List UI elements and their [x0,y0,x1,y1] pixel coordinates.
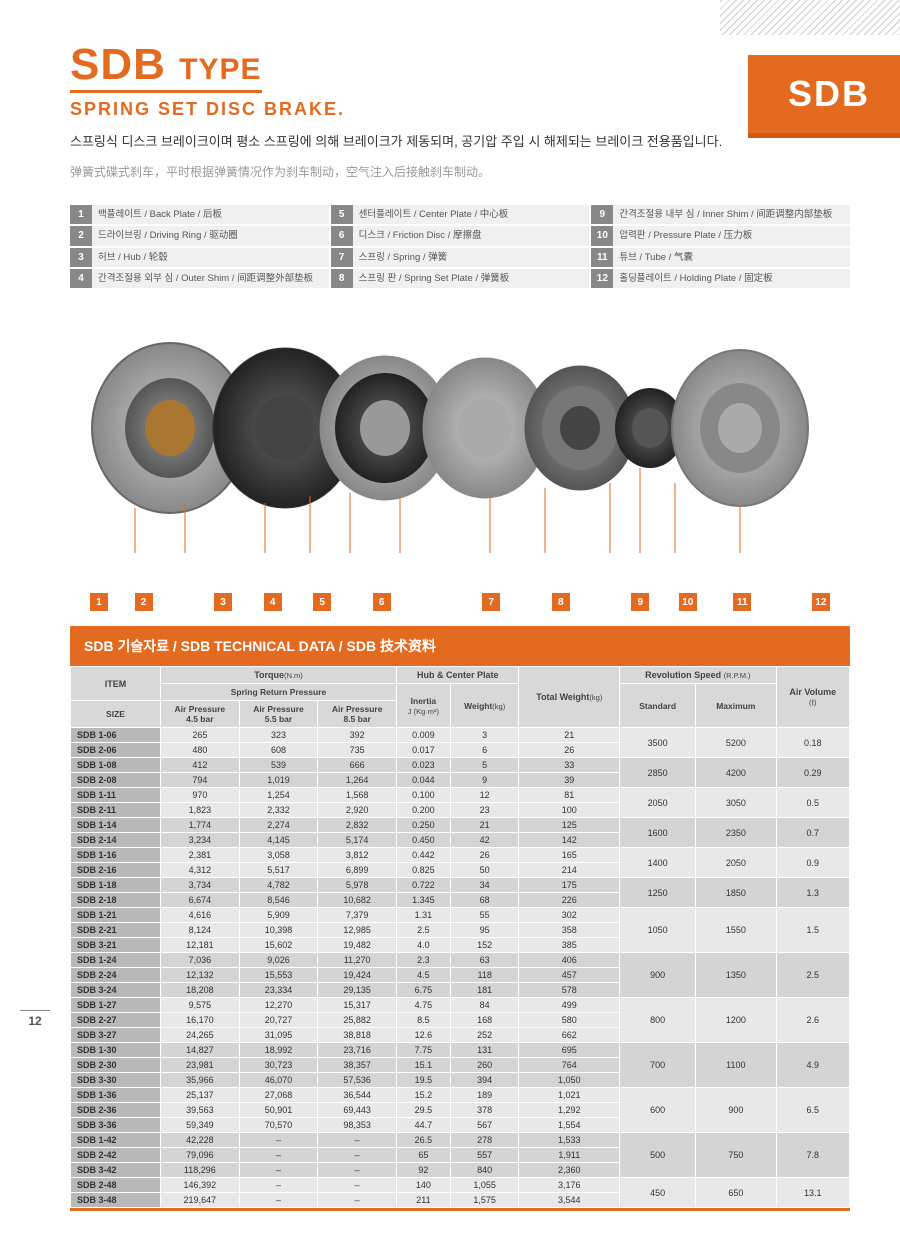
legend-item: 7스프링 / Spring / 弹簧 [331,248,590,267]
table-row: SDB 1-119701,2541,5680.1001281205030500.… [71,788,850,803]
subtitle: SPRING SET DISC BRAKE. [70,99,850,120]
exploded-diagram [70,308,850,588]
title-main: SDB [70,40,166,89]
legend-item: 2드라이브링 / Driving Ring / 驱动圈 [70,226,329,245]
legend-item: 10압력판 / Pressure Plate / 压力板 [591,226,850,245]
bottom-accent-bar [70,1208,850,1211]
description-chinese: 弹簧式碟式刹车，平时根据弹簧情况作为刹车制动，空气注入后接触刹车制动。 [70,163,850,180]
legend-item: 8스프링 판 / Spring Set Plate / 弹簧板 [331,269,590,288]
page-number: 12 [20,1010,50,1028]
legend-item: 11튜브 / Tube / 气囊 [591,248,850,267]
technical-data-header: SDB 기술자료 / SDB TECHNICAL DATA / SDB 技术资料 [70,626,850,666]
callout-12: 12 [812,593,830,611]
table-row: SDB 1-183,7344,7825,9780.722341751250185… [71,878,850,893]
callout-5: 5 [313,593,331,611]
callout-1: 1 [90,593,108,611]
callout-7: 7 [482,593,500,611]
table-row: SDB 1-3014,82718,99223,7167.751316957001… [71,1043,850,1058]
callout-6: 6 [373,593,391,611]
callout-4: 4 [264,593,282,611]
callout-numbers: 123456789101112 [70,593,850,611]
table-row: SDB 1-3625,13727,06836,54415.21891,02160… [71,1088,850,1103]
table-row: SDB 1-4242,228––26.52781,5335007507.8 [71,1133,850,1148]
legend-item: 1백플레이트 / Back Plate / 后板 [70,205,329,224]
legend-item: 3허브 / Hub / 轮毂 [70,248,329,267]
table-row: SDB 1-084125396660.023533285042000.29 [71,758,850,773]
table-row: SDB 1-162,3813,0583,8120.442261651400205… [71,848,850,863]
callout-8: 8 [552,593,570,611]
callout-9: 9 [631,593,649,611]
table-row: SDB 1-214,6165,9097,3791.315530210501550… [71,908,850,923]
callout-11: 11 [733,593,751,611]
table-row: SDB 1-247,0369,02611,2702.36340690013502… [71,953,850,968]
table-row: SDB 2-48146,392––1401,0553,17645065013.1 [71,1178,850,1193]
legend-item: 9간격조절용 내부 심 / Inner Shim / 间距调整内部垫板 [591,205,850,224]
table-row: SDB 1-279,57512,27015,3174.7584499800120… [71,998,850,1013]
legend-item: 4간격조절용 외부 심 / Outer Shim / 间距调整外部垫板 [70,269,329,288]
title-sub: TYPE [179,53,261,86]
technical-data-table: ITEM Torque(N.m) Hub & Center Plate Tota… [70,666,850,1208]
legend-item: 12홀딩플레이트 / Holding Plate / 固定板 [591,269,850,288]
legend-item: 6디스크 / Friction Disc / 摩擦盘 [331,226,590,245]
callout-3: 3 [214,593,232,611]
parts-legend: 1백플레이트 / Back Plate / 后板5센터플레이트 / Center… [70,205,850,289]
description-korean: 스프링식 디스크 브레이크이며 평소 스프링에 의해 브레이크가 제동되며, 공… [70,132,850,153]
legend-item: 5센터플레이트 / Center Plate / 中心板 [331,205,590,224]
callout-10: 10 [679,593,697,611]
callout-2: 2 [135,593,153,611]
title-block: SDB TYPE SPRING SET DISC BRAKE. 스프링식 디스크… [70,40,850,180]
table-row: SDB 1-062653233920.009321350052000.18 [71,728,850,743]
table-row: SDB 1-141,7742,2742,8320.250211251600235… [71,818,850,833]
